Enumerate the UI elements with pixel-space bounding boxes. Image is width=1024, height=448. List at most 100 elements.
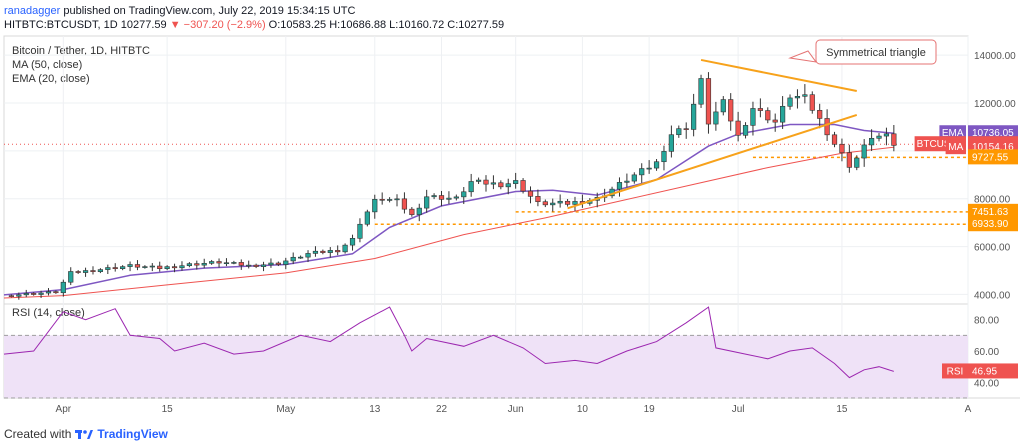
candle[interactable] [513,172,519,189]
ema20-line[interactable] [3,123,894,296]
candle[interactable] [750,101,756,136]
candle[interactable] [757,98,763,118]
candle[interactable] [231,260,237,265]
triangle-lower-trendline[interactable] [567,114,858,210]
candle[interactable] [468,173,474,197]
candle[interactable] [209,259,215,265]
candle[interactable] [765,107,771,124]
candle[interactable] [238,259,244,270]
candle[interactable] [817,103,823,129]
candle[interactable] [520,178,526,194]
candle[interactable] [579,194,585,208]
candle[interactable] [149,263,155,272]
candle[interactable] [572,196,578,212]
candle[interactable] [387,197,393,203]
candle[interactable] [90,266,96,275]
candle[interactable] [312,246,319,257]
candle[interactable] [720,96,726,116]
candle[interactable] [60,279,66,297]
candle[interactable] [616,177,623,197]
candle[interactable] [68,267,74,286]
candle[interactable] [802,84,808,104]
legend-ma[interactable]: MA (50, close) [12,59,83,71]
candle[interactable] [461,187,467,205]
candle[interactable] [772,113,778,132]
legend-rsi[interactable]: RSI (14, close) [12,307,85,319]
candle[interactable] [483,175,489,192]
candle[interactable] [260,261,267,272]
candle[interactable] [564,199,571,207]
candle[interactable] [97,268,103,274]
candle[interactable] [179,261,185,271]
candle[interactable] [728,93,734,131]
candle[interactable] [8,294,15,298]
candle[interactable] [861,139,867,167]
candle[interactable] [53,290,59,294]
candle[interactable] [742,122,749,139]
candle[interactable] [846,144,852,173]
candle[interactable] [75,270,81,274]
candle[interactable] [105,264,111,275]
candle[interactable] [171,263,178,273]
rsi-line[interactable] [3,306,894,379]
candle[interactable] [809,91,815,114]
candle[interactable] [268,258,274,268]
candle[interactable] [127,261,133,272]
candle[interactable] [787,94,793,110]
candle[interactable] [883,127,890,146]
rsi-value-tag[interactable]: RSI 46.95 [942,363,1018,379]
candle[interactable] [854,155,860,171]
candle[interactable] [82,267,89,277]
price-tag[interactable]: 6933.90 [968,216,1018,232]
candle[interactable] [223,258,230,267]
candle[interactable] [653,158,660,171]
candle[interactable] [839,138,845,162]
candle[interactable] [327,247,333,258]
candle[interactable] [698,74,704,108]
candle[interactable] [401,192,408,214]
candle[interactable] [283,257,289,270]
candle[interactable] [253,263,259,269]
price-tag[interactable]: 9727.55 [968,149,1018,165]
candle[interactable] [557,194,563,208]
candle[interactable] [535,189,541,207]
candle[interactable] [349,234,356,251]
candle[interactable] [505,178,511,195]
candle[interactable] [342,243,348,254]
candle[interactable] [490,175,497,190]
legend-title[interactable]: Bitcoin / Tether, 1D, HITBTC [12,45,150,57]
candle[interactable] [335,245,341,256]
candle[interactable] [416,203,422,222]
triangle-upper-trendline[interactable] [700,58,857,93]
candle[interactable] [876,133,882,142]
candle[interactable] [438,190,445,207]
candle[interactable] [550,198,556,212]
candle[interactable] [142,265,148,269]
candle[interactable] [246,260,252,269]
candle[interactable] [424,189,430,213]
candle[interactable] [453,194,459,201]
candle[interactable] [298,255,304,259]
candle[interactable] [364,209,370,227]
candle[interactable] [216,258,222,268]
candle[interactable] [38,290,44,298]
candle[interactable] [498,180,504,190]
candle[interactable] [372,194,378,219]
candle[interactable] [164,265,170,271]
candle[interactable] [31,292,37,296]
candle[interactable] [691,93,697,137]
candle[interactable] [661,145,667,171]
candle[interactable] [631,172,637,184]
candle[interactable] [431,193,437,200]
candle[interactable] [16,292,22,300]
candle[interactable] [320,249,326,255]
candle[interactable] [305,250,311,263]
candle[interactable] [357,218,363,243]
author-link[interactable]: ranadagger [4,5,61,17]
candle[interactable] [379,192,385,205]
candle[interactable] [542,199,548,208]
candle[interactable] [869,129,875,151]
candle[interactable] [735,111,741,142]
triangle-annotation[interactable]: Symmetrical triangle [788,39,937,65]
